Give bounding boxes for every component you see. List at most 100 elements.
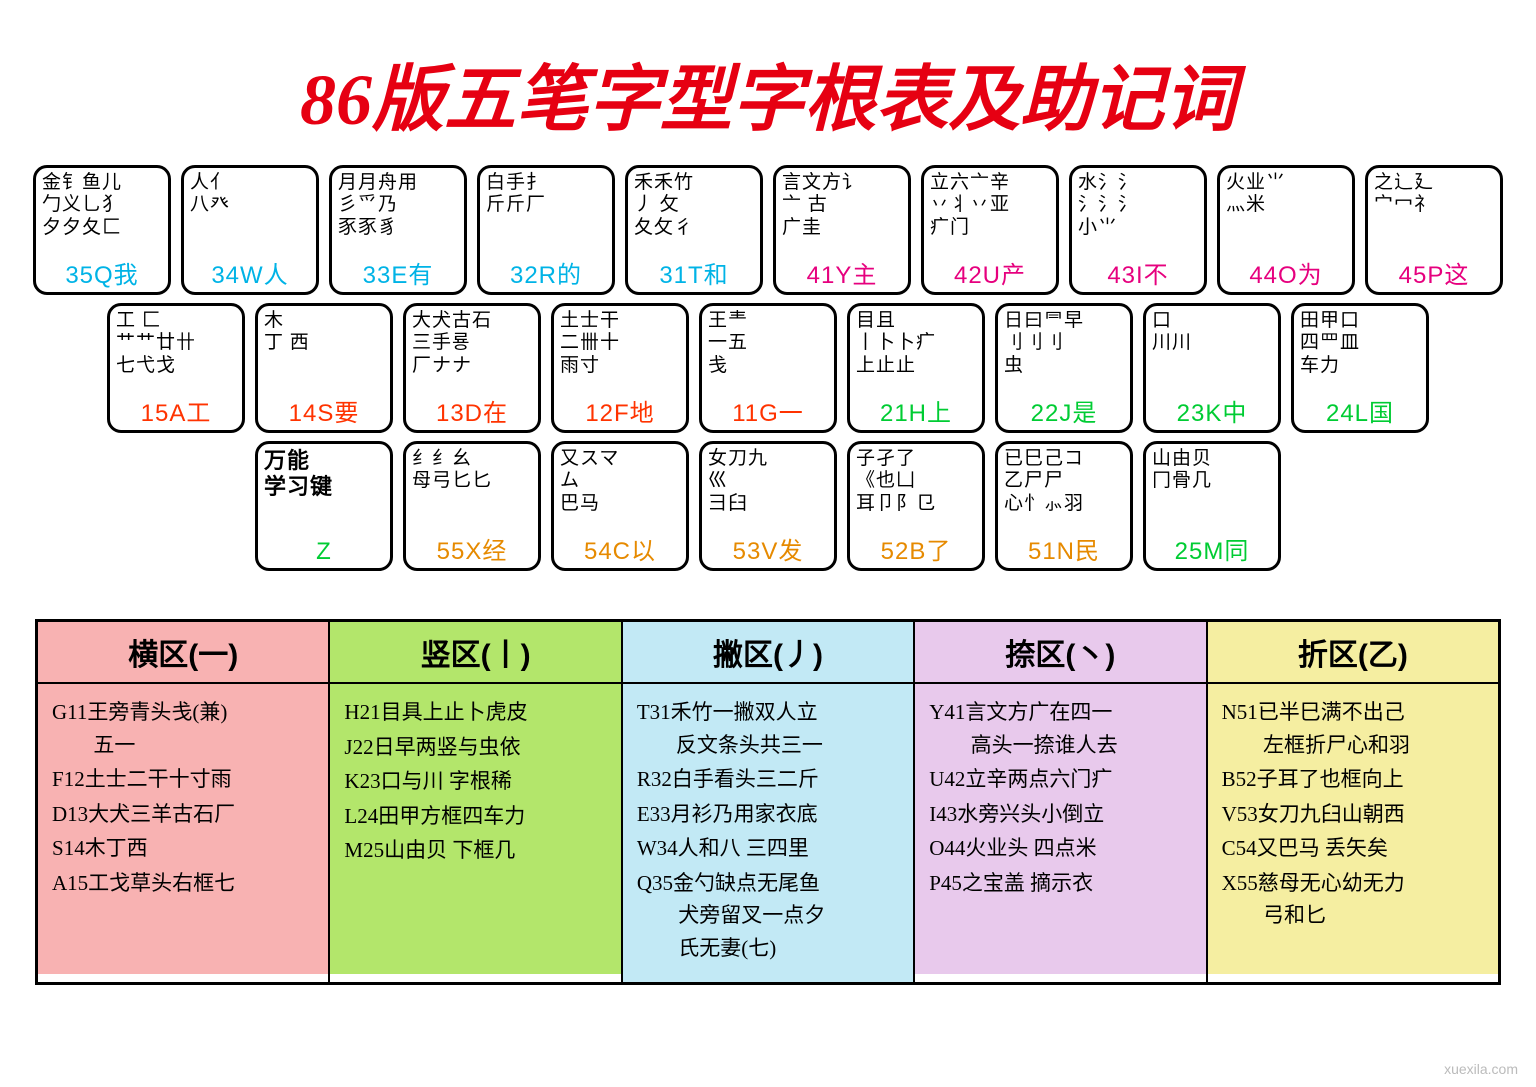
page-title: 86版五笔字型字根表及助记词: [0, 0, 1536, 165]
key-label: 41Y主: [782, 255, 902, 290]
key-55X: 纟纟幺 母弓匕匕55X经: [403, 441, 541, 571]
mnemonic-line: M 25山由贝 下框几: [344, 834, 610, 867]
key-radicals: 立六亠辛 丷丬丷亚 疒门: [930, 172, 1050, 255]
key-label: 45P这: [1374, 255, 1494, 290]
key-label: 13D在: [412, 393, 532, 428]
key-52B: 子孑了 《也凵 耳卩阝㔾52B了: [847, 441, 985, 571]
key-22J: 日曰⺜早 刂刂刂 虫22J是: [995, 303, 1133, 433]
mnemonic-line: T 31禾竹一撇双人立 反文条头共三一: [637, 696, 903, 761]
key-32R: 白手扌 斤斤厂32R的: [477, 165, 615, 295]
key-label: 42U产: [930, 255, 1050, 290]
key-label: 54C以: [560, 531, 680, 566]
zone-body: H 21目具上止卜虎皮J 22日早两竖与虫依K 23口与川 字根稀L 24田甲方…: [330, 684, 620, 974]
mnemonic-line: F 12土士二干十寸雨: [52, 763, 318, 796]
key-radicals: 已巳己コ 乙尸尸 心忄⺗羽: [1004, 448, 1124, 531]
key-label: 35Q我: [42, 255, 162, 290]
key-24L: 田甲口 四罒皿 车力24L国: [1291, 303, 1429, 433]
key-label: 11G一: [708, 393, 828, 428]
key-radicals: 日曰⺜早 刂刂刂 虫: [1004, 310, 1124, 393]
key-label: 55X经: [412, 531, 532, 566]
zone-body: T 31禾竹一撇双人立 反文条头共三一R 32白手看头三二斤E 33月衫乃用家衣…: [623, 684, 913, 982]
key-label: 23K中: [1152, 393, 1272, 428]
key-radicals: 万能 学习键: [264, 448, 384, 538]
key-label: 21H上: [856, 393, 976, 428]
keyboard-row-3: 万能 学习键Z纟纟幺 母弓匕匕55X经又スマ ム 巴马54C以女刀九 巛 彐臼5…: [30, 441, 1506, 571]
zone-table: 横区(一)G 11王旁青头戋(兼) 五一F 12土士二干十寸雨D 13大犬三羊古…: [35, 619, 1501, 985]
mnemonic-line: Q 35金勺缺点无尾鱼 犬旁留叉一点夕 氏无妻(七): [637, 867, 903, 965]
key-label: 25M同: [1152, 531, 1272, 566]
key-label: 31T和: [634, 255, 754, 290]
zone: 撇区(丿)T 31禾竹一撇双人立 反文条头共三一R 32白手看头三二斤E 33月…: [621, 622, 913, 982]
key-radicals: 禾禾竹 丿 攵 夂攵彳: [634, 172, 754, 255]
mnemonic-line: V 53女刀九臼山朝西: [1222, 798, 1488, 831]
key-label: 14S要: [264, 393, 384, 428]
zone-body: N 51已半巳满不出己 左框折尸心和羽B 52子耳了也框向上V 53女刀九臼山朝…: [1208, 684, 1498, 974]
key-radicals: 工 匚 艹艹廿卄 七弋戈: [116, 310, 236, 393]
zone-header: 捺区(丶): [915, 622, 1205, 684]
mnemonic-line: K 23口与川 字根稀: [344, 765, 610, 798]
key-43I: 水氵氵 氵氵氵 小⺌43I不: [1069, 165, 1207, 295]
zone: 捺区(丶) Y 41言文方广在四一 高头一捺谁人去U 42立辛两点六门疒I 43水…: [913, 622, 1205, 982]
zone: 竖区(丨)H 21目具上止卜虎皮J 22日早两竖与虫依K 23口与川 字根稀L …: [328, 622, 620, 982]
mnemonic-line: U 42立辛两点六门疒: [929, 763, 1195, 796]
mnemonic-line: Y 41言文方广在四一 高头一捺谁人去: [929, 696, 1195, 761]
mnemonic-line: I 43水旁兴头小倒立: [929, 798, 1195, 831]
key-radicals: 山由贝 冂骨几: [1152, 448, 1272, 531]
mnemonic-line: G 11王旁青头戋(兼) 五一: [52, 696, 318, 761]
mnemonic-line: L 24田甲方框四车力: [344, 800, 610, 833]
key-label: 34W人: [190, 255, 310, 290]
zone-header: 横区(一): [38, 622, 328, 684]
key-25M: 山由贝 冂骨几25M同: [1143, 441, 1281, 571]
mnemonic-line: J 22日早两竖与虫依: [344, 731, 610, 764]
key-15A: 工 匚 艹艹廿卄 七弋戈15A工: [107, 303, 245, 433]
key-radicals: 纟纟幺 母弓匕匕: [412, 448, 532, 531]
key-53V: 女刀九 巛 彐臼53V发: [699, 441, 837, 571]
zone-header: 折区(乙): [1208, 622, 1498, 684]
key-radicals: 火业⺌ 灬米: [1226, 172, 1346, 255]
zone-row: 横区(一)G 11王旁青头戋(兼) 五一F 12土士二干十寸雨D 13大犬三羊古…: [38, 622, 1498, 982]
key-label: 33E有: [338, 255, 458, 290]
mnemonic-line: A 15工戈草头右框七: [52, 867, 318, 900]
key-54C: 又スマ ム 巴马54C以: [551, 441, 689, 571]
key-label: 22J是: [1004, 393, 1124, 428]
key-51N: 已巳己コ 乙尸尸 心忄⺗羽51N民: [995, 441, 1133, 571]
key-radicals: 王龶 一五 戋: [708, 310, 828, 393]
mnemonic-line: X 55慈母无心幼无力 弓和匕: [1222, 867, 1488, 932]
mnemonic-line: P 45之宝盖 摘示衣: [929, 867, 1195, 900]
key-label: Z: [264, 538, 384, 566]
mnemonic-line: C 54又巴马 丢矢矣: [1222, 832, 1488, 865]
key-34W: 人亻 八癶34W人: [181, 165, 319, 295]
key-Z: 万能 学习键Z: [255, 441, 393, 571]
key-35Q: 金钅鱼儿 勹义乚犭 夕夕夂匚35Q我: [33, 165, 171, 295]
key-radicals: 田甲口 四罒皿 车力: [1300, 310, 1420, 393]
key-14S: 木 丁 西14S要: [255, 303, 393, 433]
key-label: 51N民: [1004, 531, 1124, 566]
key-21H: 目且 丨卜卜疒 上止止21H上: [847, 303, 985, 433]
key-radicals: 口 川川: [1152, 310, 1272, 393]
keyboard-row-1: 金钅鱼儿 勹义乚犭 夕夕夂匚35Q我人亻 八癶34W人月月舟用 彡爫乃 豕豕豸3…: [30, 165, 1506, 295]
key-label: 52B了: [856, 531, 976, 566]
mnemonic-line: H 21目具上止卜虎皮: [344, 696, 610, 729]
mnemonic-line: B 52子耳了也框向上: [1222, 763, 1488, 796]
mnemonic-line: D 13大犬三羊古石厂: [52, 798, 318, 831]
key-41Y: 言文方讠 亠 古 广圭41Y主: [773, 165, 911, 295]
mnemonic-line: N 51已半巳满不出己 左框折尸心和羽: [1222, 696, 1488, 761]
key-radicals: 白手扌 斤斤厂: [486, 172, 606, 255]
key-radicals: 之辶廴 宀冖礻: [1374, 172, 1494, 255]
key-44O: 火业⺌ 灬米44O为: [1217, 165, 1355, 295]
zone-body: G 11王旁青头戋(兼) 五一F 12土士二干十寸雨D 13大犬三羊古石厂S 1…: [38, 684, 328, 974]
key-31T: 禾禾竹 丿 攵 夂攵彳31T和: [625, 165, 763, 295]
key-radicals: 木 丁 西: [264, 310, 384, 393]
key-radicals: 言文方讠 亠 古 广圭: [782, 172, 902, 255]
zone-header: 竖区(丨): [330, 622, 620, 684]
key-radicals: 土士干 二卌十 雨寸: [560, 310, 680, 393]
key-13D: 大犬古石 三手룡 厂ナナ13D在: [403, 303, 541, 433]
key-33E: 月月舟用 彡爫乃 豕豕豸33E有: [329, 165, 467, 295]
key-label: 53V发: [708, 531, 828, 566]
key-label: 43I不: [1078, 255, 1198, 290]
key-23K: 口 川川23K中: [1143, 303, 1281, 433]
zone: 横区(一)G 11王旁青头戋(兼) 五一F 12土士二干十寸雨D 13大犬三羊古…: [38, 622, 328, 982]
mnemonic-line: E 33月衫乃用家衣底: [637, 798, 903, 831]
key-12F: 土士干 二卌十 雨寸12F地: [551, 303, 689, 433]
key-radicals: 目且 丨卜卜疒 上止止: [856, 310, 976, 393]
